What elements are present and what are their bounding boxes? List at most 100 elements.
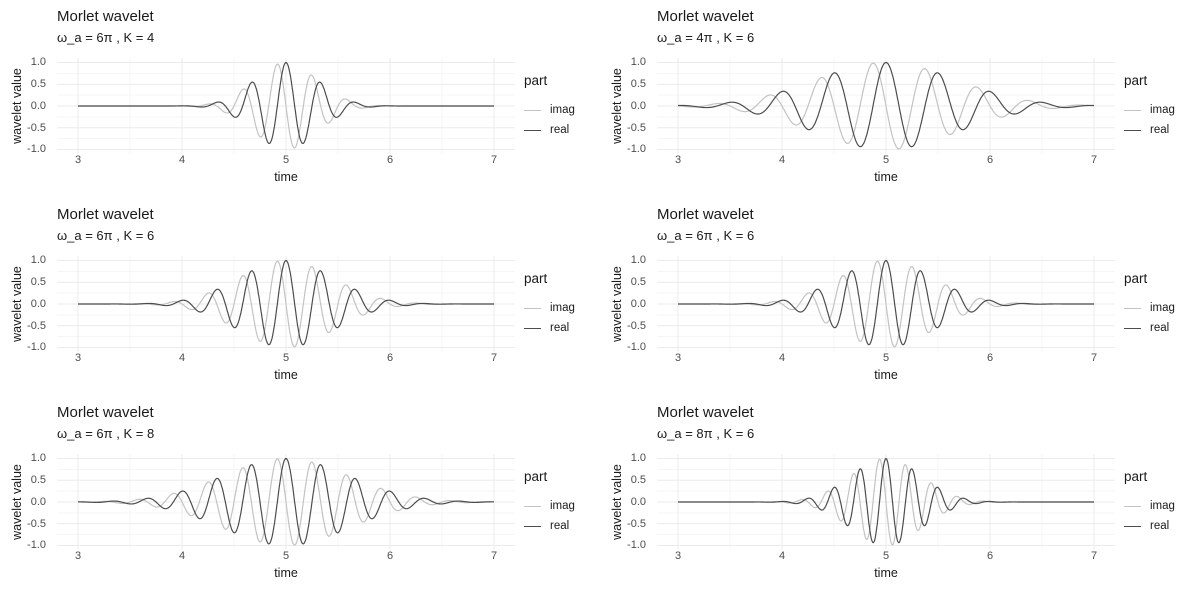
- x-tick-label: 6: [386, 550, 394, 562]
- x-tick-label: 7: [490, 352, 498, 364]
- panel-subtitle: ω_a = 6π , K = 4: [57, 30, 155, 45]
- panel-subtitle: ω_a = 8π , K = 6: [657, 426, 755, 441]
- x-tick-label: 3: [674, 154, 682, 166]
- y-tick-label: 0.0: [630, 100, 646, 112]
- x-tick-label: 4: [178, 352, 186, 364]
- x-tick-label: 7: [1090, 550, 1098, 562]
- legend-entry-imag: imag: [1124, 496, 1175, 516]
- panel-subtitle: ω_a = 6π , K = 6: [57, 228, 155, 243]
- panel-subtitle: ω_a = 6π , K = 6: [657, 228, 755, 243]
- legend-entry-imag: imag: [1124, 100, 1175, 120]
- legend-label-imag: imag: [1150, 302, 1175, 314]
- x-tick-label: 4: [778, 154, 786, 166]
- legend-entry-real: real: [524, 318, 575, 338]
- legend-label-imag: imag: [550, 500, 575, 512]
- legend: part imag real: [524, 468, 575, 536]
- panel-title: Morlet wavelet: [57, 206, 154, 223]
- legend-key-real-line: [1124, 525, 1141, 527]
- y-tick-label: 1.0: [630, 254, 646, 266]
- legend: part imag real: [524, 72, 575, 140]
- y-tick-label: 0.0: [30, 100, 46, 112]
- x-tick-label: 7: [1090, 352, 1098, 364]
- y-tick-label: -1.0: [627, 143, 646, 155]
- legend-key-real-line: [524, 129, 541, 131]
- y-tick-label: 0.0: [30, 496, 46, 508]
- x-axis-label: time: [874, 368, 898, 382]
- x-tick-label: 7: [1090, 154, 1098, 166]
- x-tick-label: 4: [178, 154, 186, 166]
- legend-key-real-line: [524, 525, 541, 527]
- legend-entry-imag: imag: [524, 298, 575, 318]
- y-tick-label: -1.0: [627, 341, 646, 353]
- panel-top-right: Morlet wavelet ω_a = 4π , K = 6 wavelet …: [600, 0, 1200, 198]
- y-tick-label: 1.0: [630, 56, 646, 68]
- legend-entry-imag: imag: [524, 496, 575, 516]
- plot-area: [57, 454, 515, 550]
- y-tick-label: -1.0: [627, 539, 646, 551]
- legend: part imag real: [1124, 270, 1175, 338]
- legend-entry-real: real: [1124, 120, 1175, 140]
- plot-area: [657, 454, 1115, 550]
- y-tick-label: -0.5: [27, 320, 46, 332]
- x-tick-label: 5: [882, 154, 890, 166]
- x-axis-label: time: [274, 566, 298, 580]
- legend-title: part: [524, 271, 548, 286]
- x-tick-label: 5: [882, 352, 890, 364]
- legend-key-real-line: [524, 327, 541, 329]
- legend-entry-imag: imag: [1124, 298, 1175, 318]
- plot-area: [657, 58, 1115, 154]
- legend-key-real-line: [1124, 327, 1141, 329]
- y-tick-label: 0.5: [630, 474, 646, 486]
- legend-label-real: real: [1150, 322, 1170, 334]
- legend-key-imag-line: [1124, 505, 1141, 507]
- y-tick-label: 1.0: [630, 452, 646, 464]
- y-tick-label: -1.0: [27, 539, 46, 551]
- legend-label-real: real: [550, 124, 570, 136]
- y-tick-label: -0.5: [627, 320, 646, 332]
- panel-bottom-right: Morlet wavelet ω_a = 8π , K = 6 wavelet …: [600, 396, 1200, 594]
- x-tick-label: 3: [674, 550, 682, 562]
- legend-title: part: [1124, 271, 1148, 286]
- x-tick-label: 4: [778, 352, 786, 364]
- legend-entry-real: real: [524, 516, 575, 536]
- x-tick-label: 4: [178, 550, 186, 562]
- plot-area: [57, 256, 515, 352]
- legend-key-real-line: [1124, 129, 1141, 131]
- y-tick-label: -0.5: [27, 518, 46, 530]
- y-tick-label: 0.0: [630, 496, 646, 508]
- y-tick-label: -1.0: [27, 341, 46, 353]
- y-tick-label: 0.5: [630, 276, 646, 288]
- panel-subtitle: ω_a = 4π , K = 6: [657, 30, 755, 45]
- panel-title: Morlet wavelet: [657, 206, 754, 223]
- panel-title: Morlet wavelet: [57, 404, 154, 421]
- legend-label-real: real: [1150, 124, 1170, 136]
- x-tick-label: 6: [386, 352, 394, 364]
- x-tick-label: 4: [778, 550, 786, 562]
- y-tick-label: 1.0: [30, 452, 46, 464]
- x-tick-label: 5: [282, 550, 290, 562]
- legend-title: part: [1124, 73, 1148, 88]
- legend-key-imag-line: [524, 109, 541, 111]
- legend-label-imag: imag: [1150, 500, 1175, 512]
- y-tick-label: -0.5: [27, 122, 46, 134]
- x-tick-label: 7: [490, 550, 498, 562]
- x-tick-label: 3: [74, 550, 82, 562]
- legend-key-imag-line: [1124, 109, 1141, 111]
- x-tick-label: 6: [986, 352, 994, 364]
- legend-title: part: [524, 469, 548, 484]
- legend-key-imag-line: [524, 505, 541, 507]
- y-tick-label: 0.5: [30, 78, 46, 90]
- legend: part imag real: [1124, 468, 1175, 536]
- panel-title: Morlet wavelet: [57, 8, 154, 25]
- panel-bottom-left: Morlet wavelet ω_a = 6π , K = 8 wavelet …: [0, 396, 600, 594]
- legend-entry-imag: imag: [524, 100, 575, 120]
- y-tick-label: 0.5: [30, 276, 46, 288]
- legend-label-imag: imag: [550, 302, 575, 314]
- x-axis-label: time: [874, 566, 898, 580]
- x-tick-label: 3: [74, 352, 82, 364]
- panel-subtitle: ω_a = 6π , K = 8: [57, 426, 155, 441]
- x-axis-label: time: [274, 368, 298, 382]
- y-tick-label: -0.5: [627, 518, 646, 530]
- y-tick-label: -0.5: [627, 122, 646, 134]
